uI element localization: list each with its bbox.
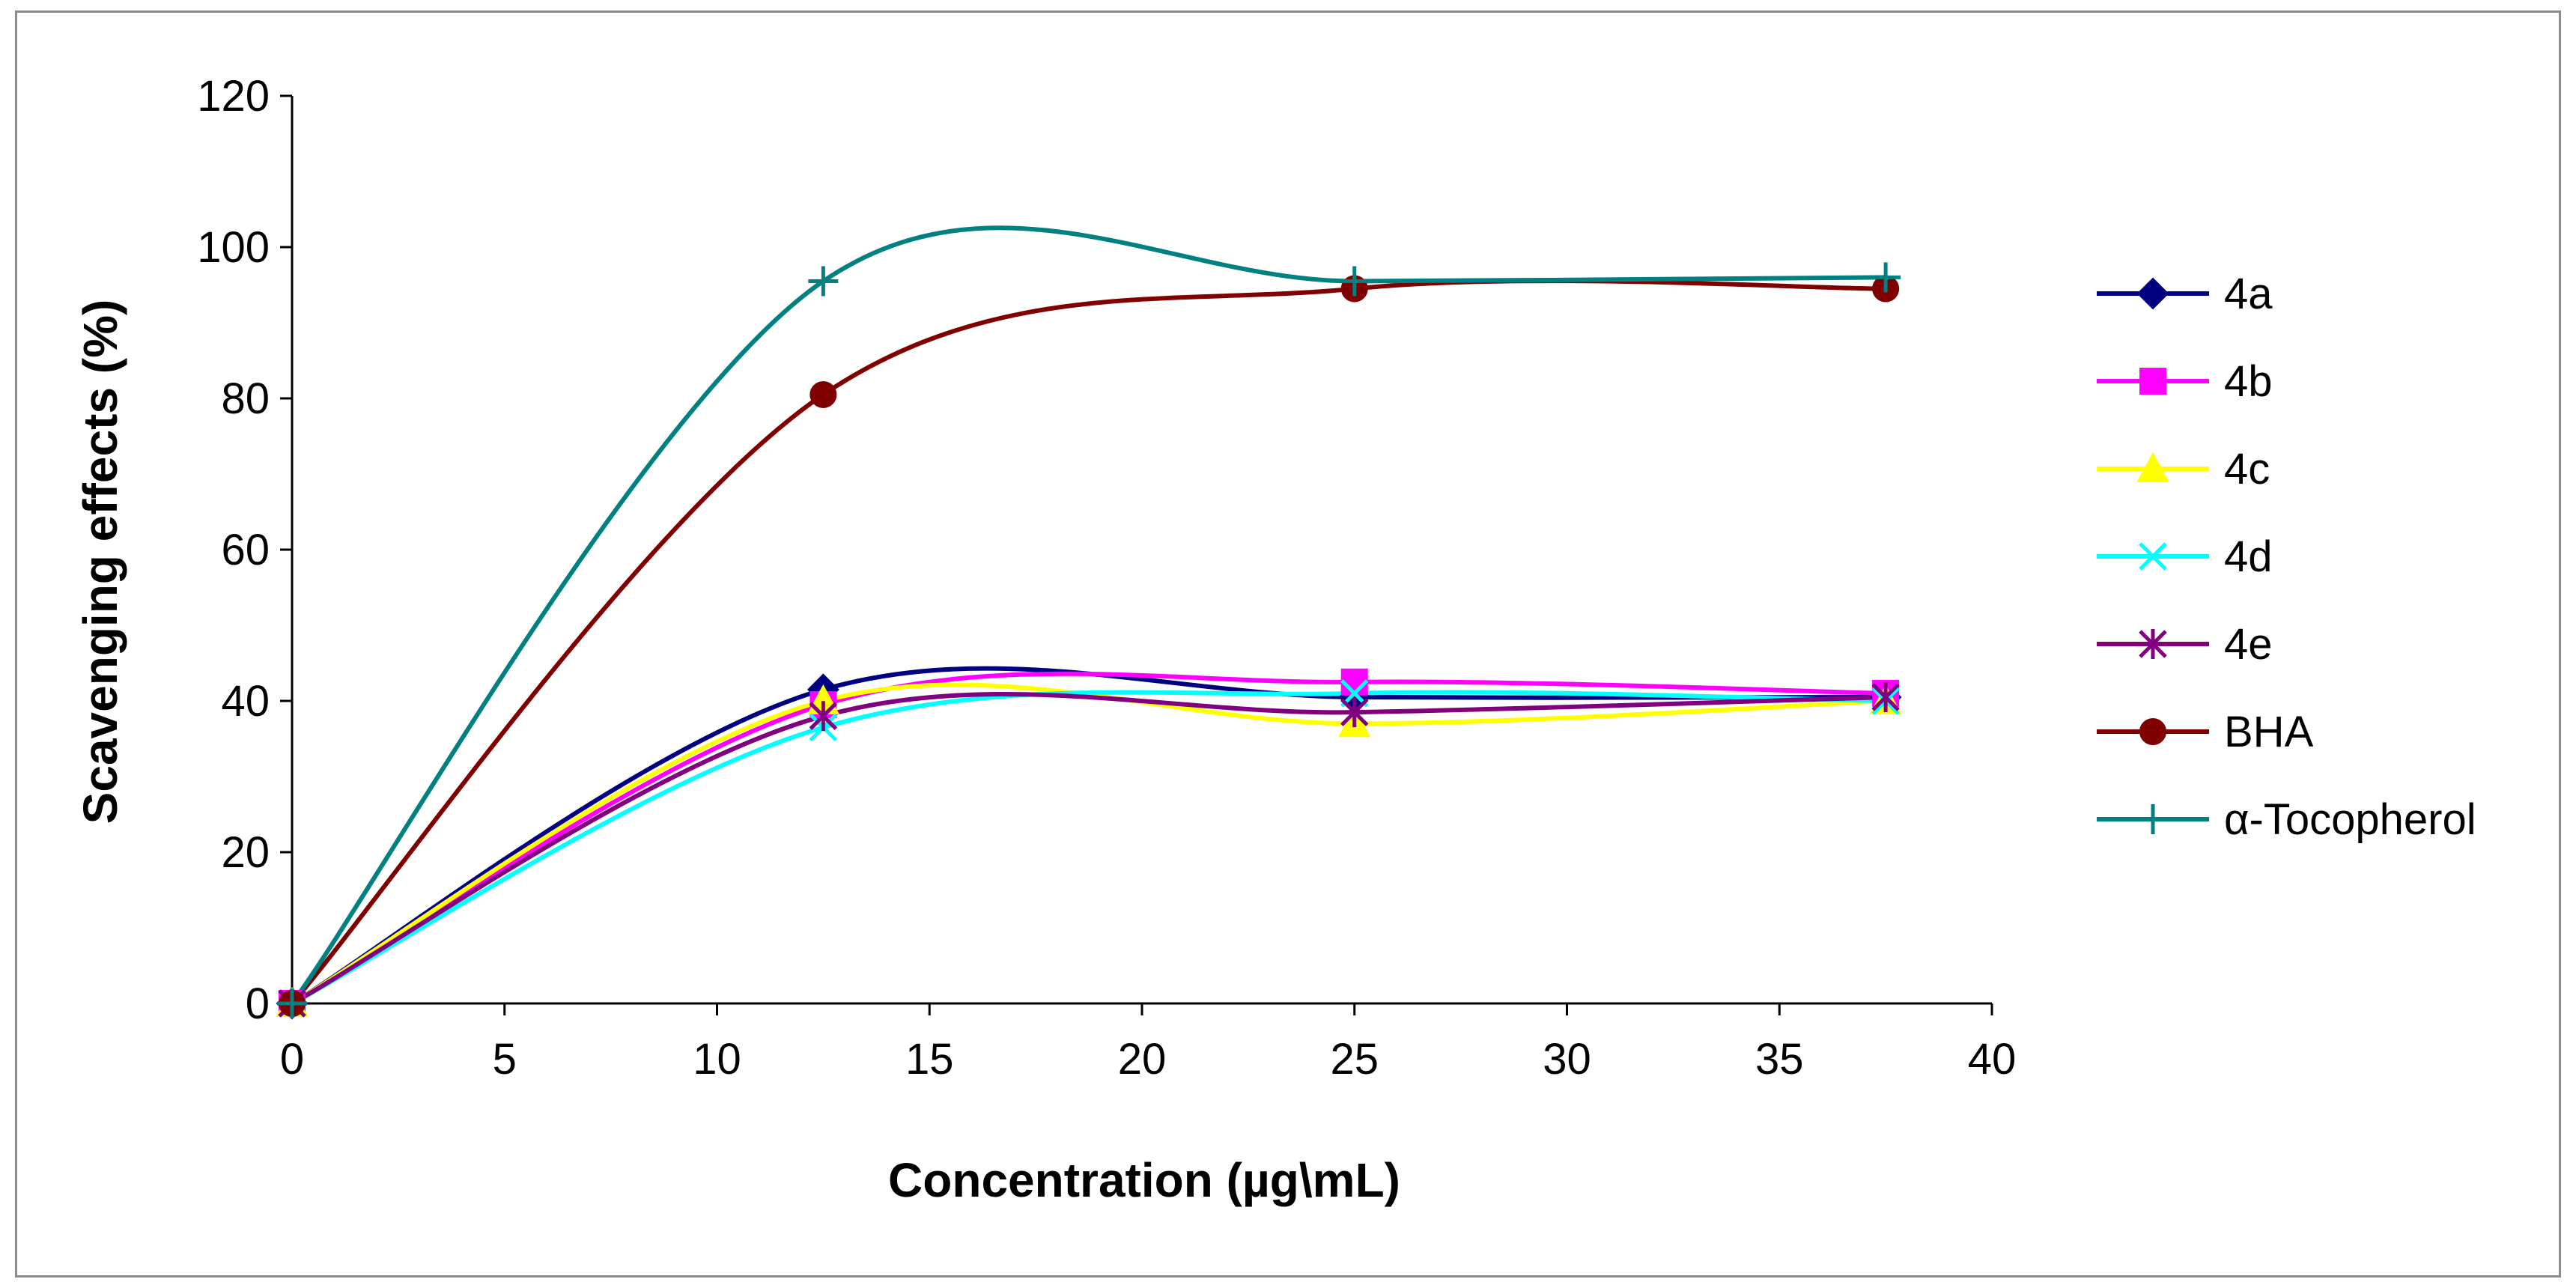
- y-tick-label: 80: [221, 374, 270, 423]
- series-line-bha: [290, 279, 1886, 1005]
- x-tick-label: 15: [905, 1035, 954, 1084]
- y-tick-label: 60: [221, 526, 270, 574]
- legend-item-4b: 4b: [2097, 357, 2273, 406]
- data-point-4e: [809, 701, 838, 732]
- plot-markers: [276, 262, 1902, 1020]
- legend-item-bha: BHA: [2097, 708, 2314, 756]
- legend-label: 4c: [2224, 445, 2270, 493]
- series-line-4e: [291, 692, 1886, 1006]
- legend: 4a 4b 4c 4d 4e BHA α-Tocopherol: [2097, 270, 2476, 844]
- x-tick-label: 0: [280, 1035, 304, 1084]
- legend-label: α-Tocopherol: [2224, 795, 2476, 844]
- x-tick-label: 30: [1543, 1035, 1591, 1084]
- x-axis-title: Concentration (µg\mL): [888, 1153, 1400, 1207]
- y-tick-label: 20: [221, 828, 270, 877]
- data-point-tocopherol: [808, 266, 839, 297]
- legend-marker: [2139, 368, 2166, 395]
- data-point-4e: [1340, 697, 1369, 728]
- legend-marker: [2139, 718, 2166, 745]
- data-point-tocopherol: [1339, 266, 1370, 297]
- data-point-tocopherol: [1871, 262, 1901, 293]
- data-point-tocopherol: [277, 988, 307, 1018]
- legend-marker: [2139, 629, 2167, 659]
- data-point-bha: [809, 380, 837, 408]
- x-tick-label: 20: [1118, 1035, 1167, 1084]
- x-tick-label: 40: [1968, 1035, 2017, 1084]
- y-tick-label: 40: [221, 677, 270, 726]
- legend-item-4e: 4e: [2097, 620, 2273, 669]
- legend-item-4c: 4c: [2097, 445, 2270, 493]
- legend-label: 4e: [2224, 620, 2273, 669]
- x-tick-label: 5: [493, 1035, 517, 1084]
- legend-item-4a: 4a: [2097, 270, 2273, 318]
- data-point-4e: [1871, 681, 1900, 712]
- y-tick-label: 120: [197, 72, 270, 121]
- plot-lines: [290, 225, 1886, 1006]
- legend-label: 4d: [2224, 532, 2273, 581]
- legend-label: BHA: [2224, 708, 2314, 756]
- series-line-4c: [291, 682, 1886, 1006]
- legend-marker: [2136, 277, 2169, 310]
- y-tick-label: 100: [197, 223, 270, 272]
- legend-marker: [2138, 804, 2168, 834]
- series-line-tocopherol: [290, 225, 1886, 1005]
- x-tick-label: 25: [1330, 1035, 1379, 1084]
- legend-label: 4b: [2224, 357, 2273, 406]
- series-line-4a: [291, 666, 1886, 1006]
- y-tick-label: 0: [246, 979, 270, 1028]
- series-line-4d: [291, 690, 1886, 1006]
- legend-marker: [2136, 452, 2169, 482]
- y-axis-title: Scavenging effects (%): [73, 300, 127, 824]
- x-tick-label: 10: [693, 1035, 741, 1084]
- legend-label: 4a: [2224, 270, 2273, 318]
- legend-item-4d: 4d: [2097, 532, 2273, 581]
- legend-item-tocopherol: α-Tocopherol: [2097, 795, 2476, 844]
- legend-marker: [2139, 542, 2167, 571]
- series-line-4b: [291, 671, 1886, 1006]
- axes: 0 20 40 60 80 100 120 0 5 10 15 20 25 30 35 40: [197, 72, 2016, 1084]
- x-tick-label: 35: [1755, 1035, 1804, 1084]
